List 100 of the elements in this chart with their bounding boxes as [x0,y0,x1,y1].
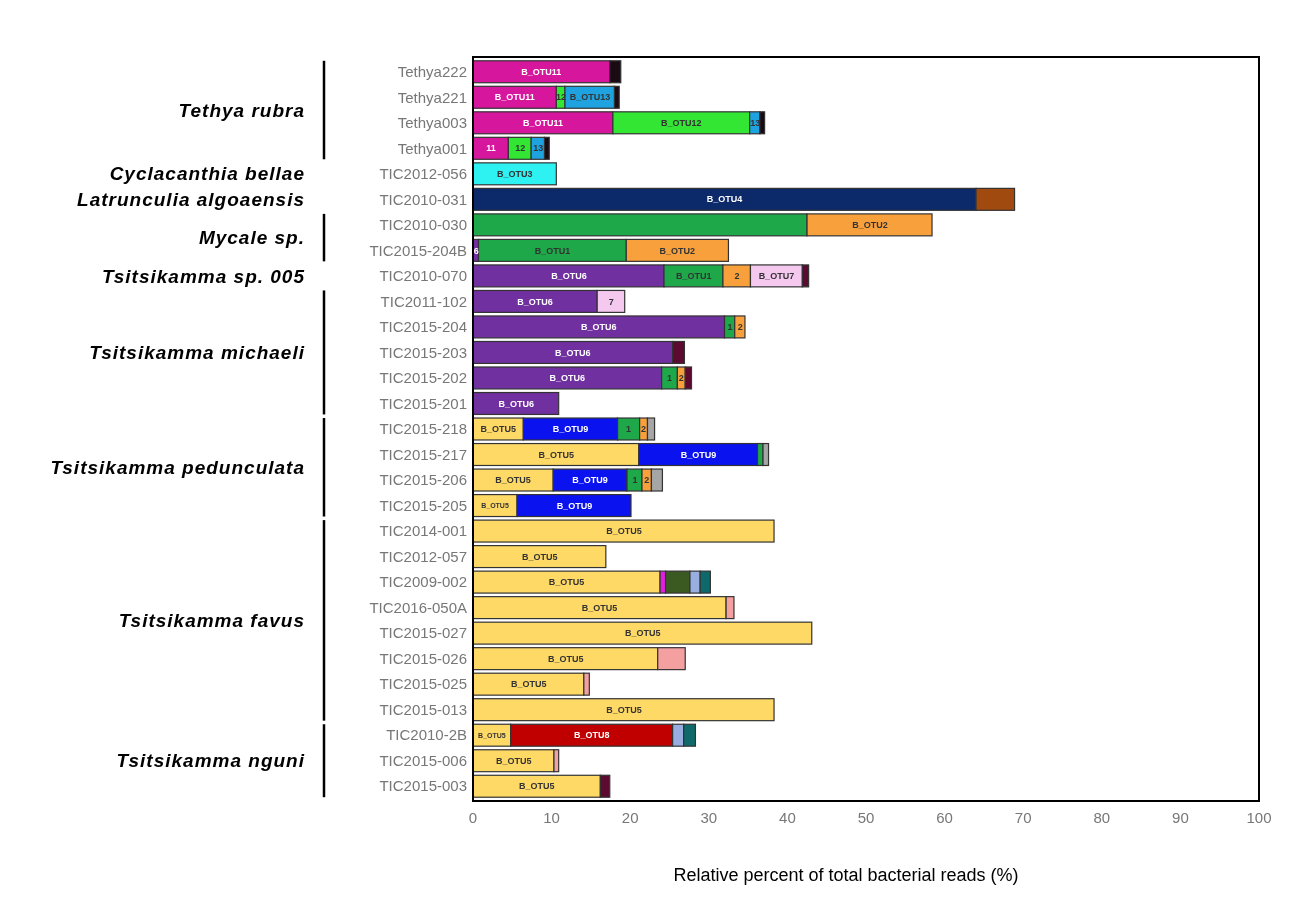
x-axis-title: Relative percent of total bacterial reads (%) [673,865,1019,885]
y-tick-label: TIC2015-025 [379,675,467,693]
annotation: B_OTU5 [511,679,547,690]
x-tick-label: 60 [936,809,953,826]
x-tick-label: 20 [621,809,639,826]
annotation: B_OTU6 [498,398,534,409]
y-tick-label: TIC2015-027 [379,624,467,642]
annotation: B_OTU5 [496,755,532,766]
y-tick-label: TIC2010-070 [379,267,467,285]
annotation: 1 [626,424,632,435]
y-tick-label: TIC2009-002 [379,573,467,591]
x-tick-label: 80 [1093,809,1111,826]
annotation: B_OTU6 [549,373,586,384]
annotation: B_OTU13 [569,92,611,103]
bar [472,698,775,722]
annotation: 13 [533,143,544,154]
annotation: 1 [666,373,673,384]
annotation: 7 [608,296,614,307]
annotation: B_OTU6 [555,347,591,358]
annotation: B_OTU5 [522,551,558,562]
y-tick-label: TIC2015-003 [379,777,467,795]
text: Latrunculia algoaensis [77,188,305,210]
bar [472,162,557,186]
annotation: B_OTU5 [547,653,584,664]
annotation: B_OTU5 [581,602,618,613]
y-tick-label: TIC2015-202 [379,369,467,387]
annotation: B_OTU9 [680,449,717,460]
y-tick-label: TIC2012-056 [379,165,467,183]
annotation: B_OTU1 [676,271,712,282]
annotation: B_OTU1 [534,245,571,256]
y-tick-label: Tethya222 [397,63,467,81]
annotation: 11 [486,143,496,154]
text: Tsitsikamma michaeli [89,342,305,364]
y-tick-label: TIC2014-001 [379,522,467,540]
text: Tsitsikamma nguni [116,750,305,772]
bar [472,391,560,416]
text: Tsitsikamma favus [118,610,305,632]
y-tick-label: TIC2015-006 [379,751,467,769]
y-tick-label: TIC2010-2B [386,726,467,744]
bar [472,545,607,569]
y-tick-label: TIC2015-218 [379,420,467,438]
annotation: 1 [632,475,638,486]
annotation: B_OTU3 [496,168,533,179]
annotation: B_OTU9 [572,475,608,486]
annotation: B_OTU5 [495,475,531,486]
annotation: 12 [515,143,526,154]
x-tick-label: 70 [1014,809,1032,826]
annotation: B_OTU8 [573,730,610,741]
x-tick-label: 30 [700,809,718,826]
annotation: 2 [737,322,743,333]
annotation: 2 [641,424,647,435]
y-tick-label: TIC2010-031 [379,190,467,208]
y-tick-label: TIC2015-203 [379,343,467,361]
y-tick-label: TIC2015-204B [369,241,467,259]
annotation: B_OTU2 [659,245,696,256]
x-tick-label: 0 [468,809,478,826]
y-tick-label: TIC2015-206 [379,471,467,489]
annotation: B_OTU2 [852,220,888,231]
annotation: B_OTU12 [661,117,702,128]
y-tick-label: Tethya003 [397,114,467,132]
annotation: 2 [734,271,740,282]
annotation: B_OTU9 [552,424,589,435]
x-tick-label: 10 [543,809,560,826]
annotation: B_OTU5 [548,577,585,588]
annotation: B_OTU11 [521,66,562,77]
annotation: B_OTU7 [758,271,795,282]
x-tick-label: 50 [857,809,875,826]
bar [472,570,661,594]
y-tick-label: TIC2015-013 [379,700,467,718]
annotation: 2 [644,475,650,486]
x-tick-label: 40 [779,809,796,826]
bar [472,621,813,645]
text: Tsitsikamma sp. 005 [101,265,305,287]
y-tick-label: TIC2010-030 [379,216,467,234]
y-tick-label: TIC2016-050A [369,598,467,616]
annotation: B_OTU5 [480,424,516,435]
text: Tsitsikamma pedunculata [50,456,305,478]
annotation: B_OTU5 [625,628,661,639]
y-tick-label: TIC2012-057 [379,547,467,565]
annotation: B_OTU5 [606,704,642,715]
annotation: B_OTU11 [494,92,535,103]
y-tick-label: Tethya221 [397,88,467,106]
annotation: B_OTU5 [518,781,555,792]
bar [472,519,775,543]
annotation: 6 [473,245,479,256]
text: Tethya rubra [178,99,305,121]
y-tick-label: TIC2015-204 [379,318,467,336]
annotation: B_OTU6 [581,322,617,333]
annotation: 2 [678,373,684,384]
y-tick-label: TIC2015-205 [379,496,467,514]
annotation: B_OTU5 [606,526,642,537]
y-tick-label: TIC2015-217 [379,445,467,463]
annotation: B_OTU11 [522,117,563,128]
y-tick-label: TIC2011-102 [380,292,467,310]
annotation: B_OTU4 [706,194,743,205]
annotation: B_OTU6 [551,271,587,282]
annotation: 1 [727,322,733,333]
x-tick-label: 100 [1246,809,1272,826]
y-tick-label: TIC2015-026 [379,649,467,667]
y-tick-label: Tethya001 [397,139,467,157]
